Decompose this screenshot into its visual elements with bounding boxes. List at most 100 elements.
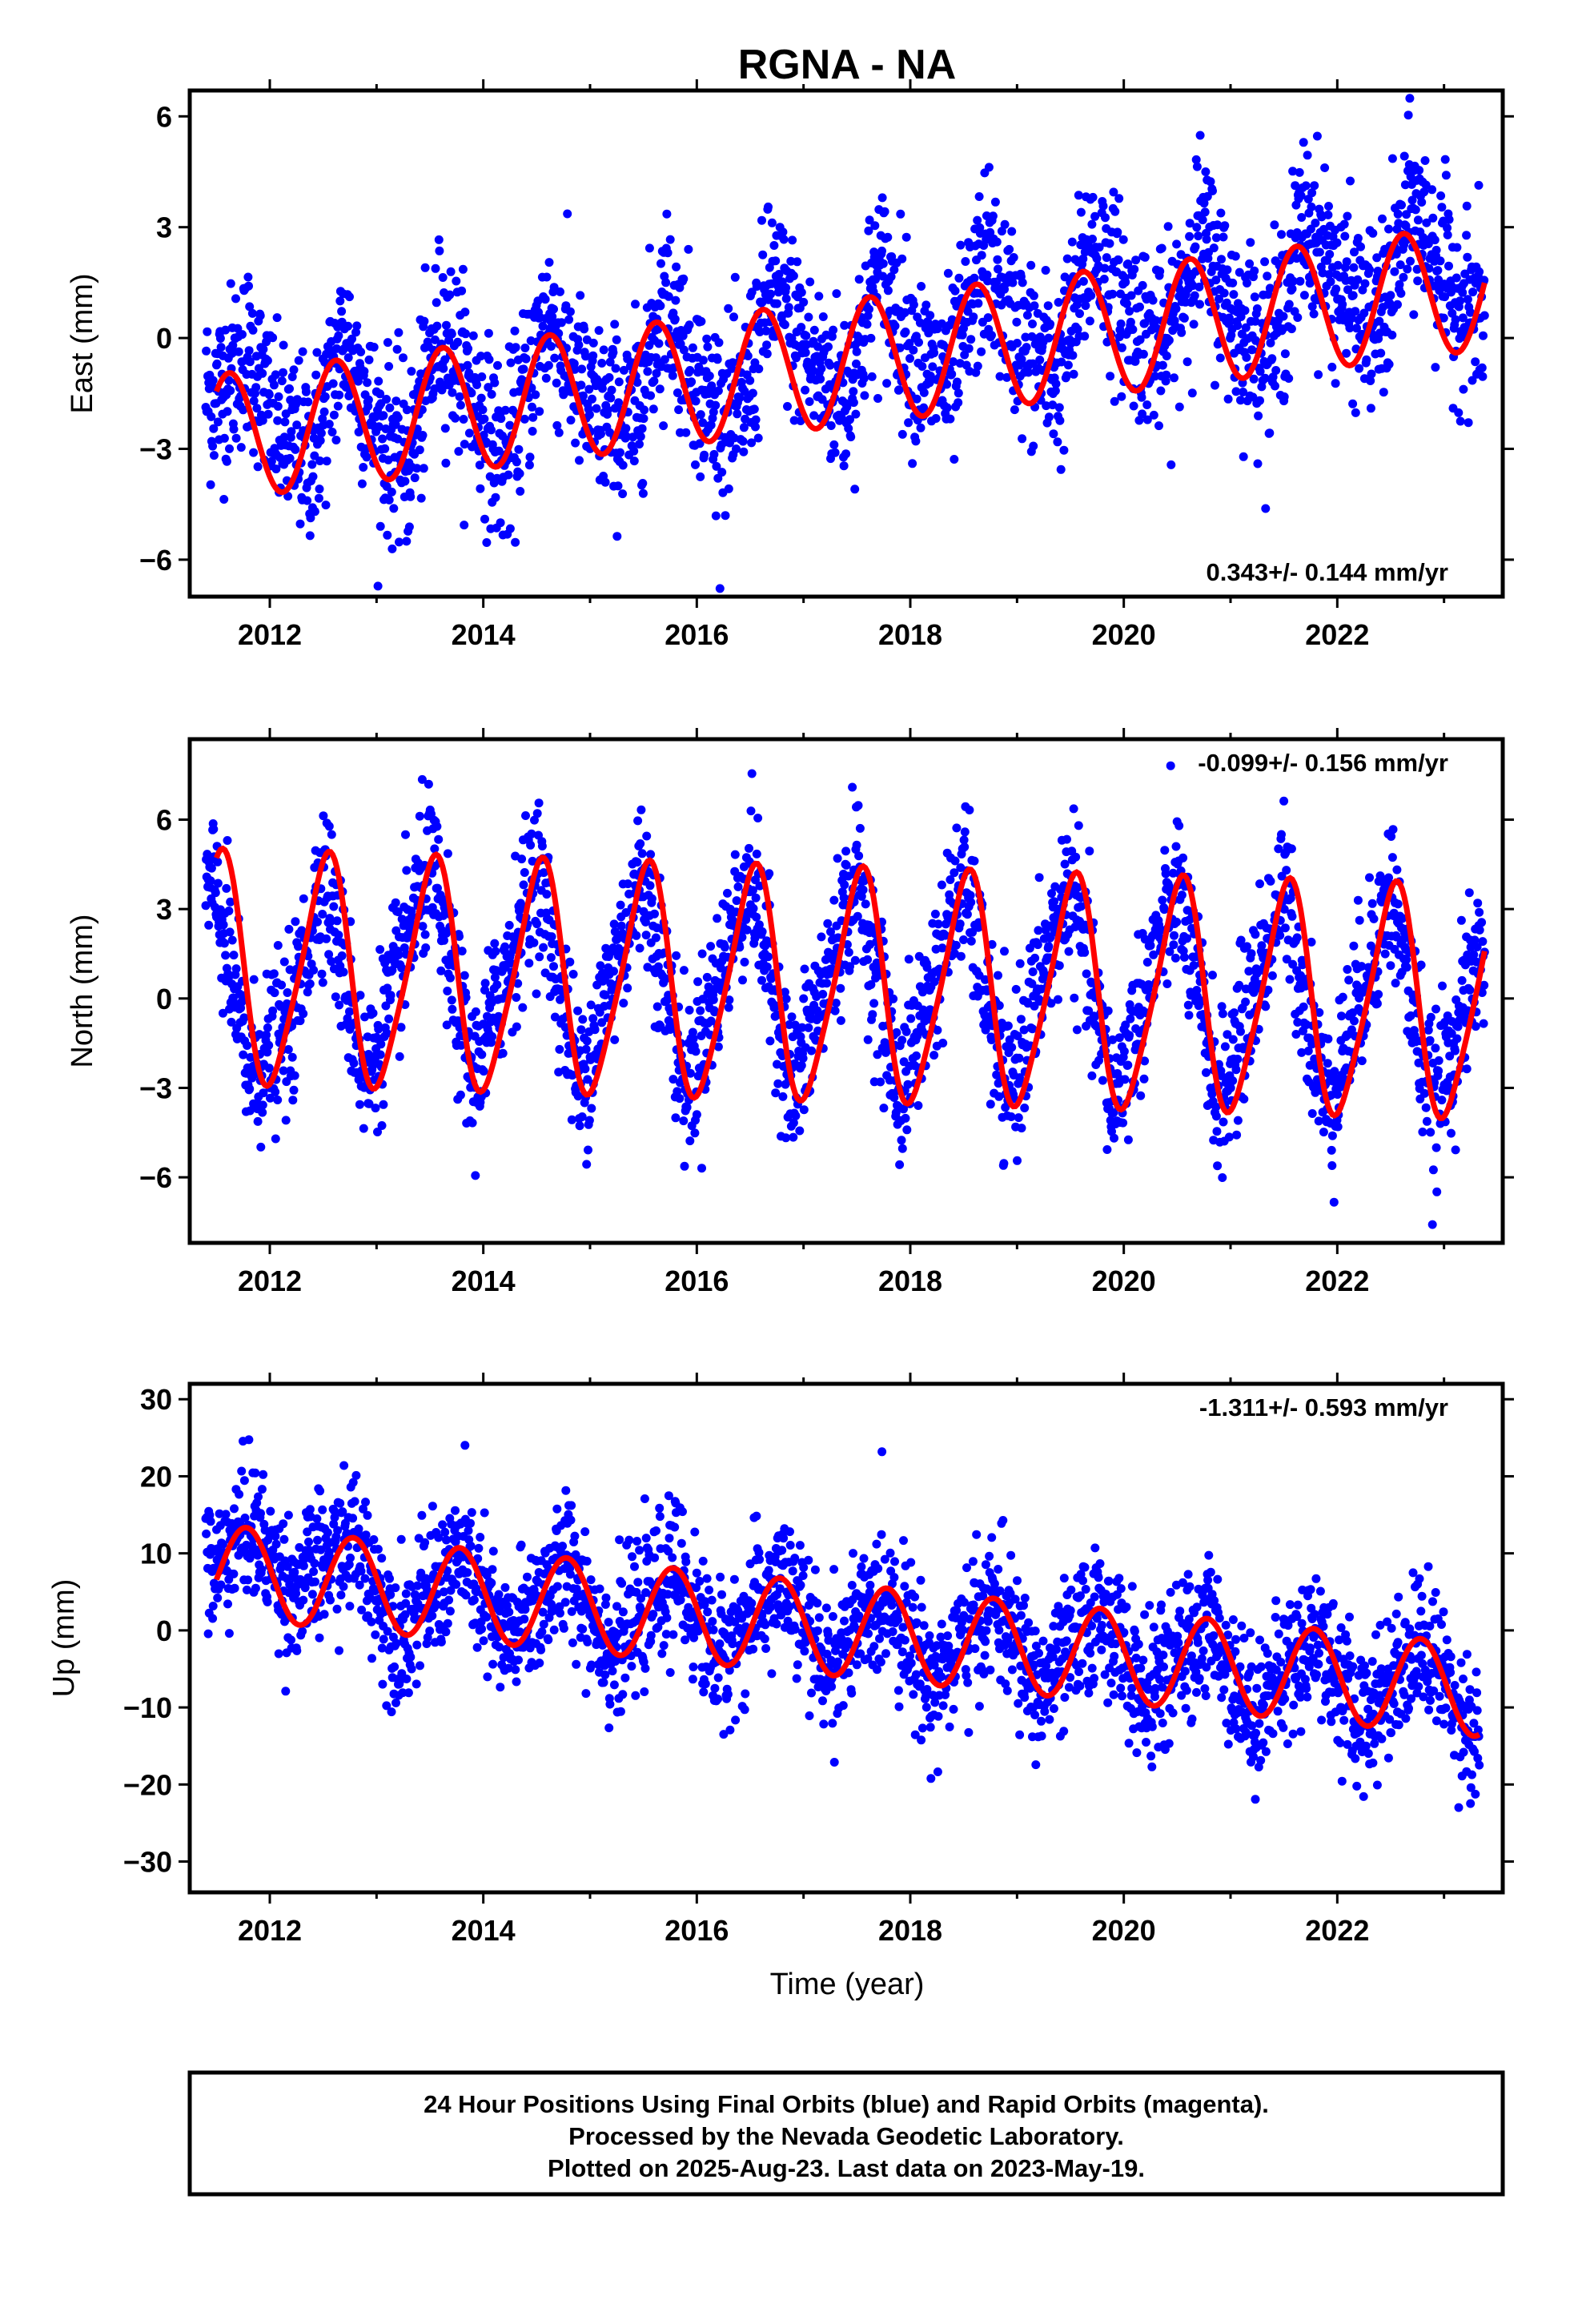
east-data-point	[335, 390, 344, 400]
east-data-point	[618, 489, 628, 499]
east-data-point	[406, 492, 416, 501]
east-data-point	[729, 312, 738, 322]
east-data-point	[496, 518, 505, 528]
east-data-point	[1325, 250, 1335, 259]
east-data-point	[639, 414, 648, 424]
north-data-point	[268, 1006, 278, 1015]
east-data-point	[224, 376, 234, 385]
east-data-point	[245, 302, 255, 312]
east-data-point	[504, 470, 513, 480]
north-data-point	[1014, 1053, 1024, 1063]
east-data-point	[1129, 401, 1138, 411]
east-data-point	[1190, 291, 1199, 300]
east-data-point	[379, 411, 388, 420]
north-data-point	[313, 917, 322, 927]
east-data-point	[621, 424, 631, 433]
east-data-point	[949, 357, 958, 367]
east-data-point	[234, 347, 243, 356]
north-data-point	[424, 779, 433, 789]
east-data-point	[574, 340, 584, 350]
east-data-point	[306, 513, 315, 523]
east-data-point	[1231, 251, 1240, 261]
east-data-point	[696, 410, 705, 420]
east-data-point	[412, 464, 422, 473]
east-data-point	[870, 221, 880, 231]
east-data-point	[1393, 209, 1403, 219]
north-data-point	[652, 1002, 662, 1011]
east-data-point	[1253, 459, 1263, 468]
north-data-point	[420, 930, 430, 939]
east-data-point	[904, 418, 913, 428]
east-y-tick-label: 0	[156, 322, 172, 355]
east-data-point	[632, 378, 642, 387]
east-data-point	[1368, 228, 1378, 238]
north-data-point	[1085, 846, 1094, 856]
east-data-point	[310, 507, 319, 517]
north-data-point	[480, 985, 489, 995]
north-data-point	[1232, 1130, 1242, 1140]
north-data-point	[1338, 992, 1347, 1002]
north-data-point	[913, 1101, 923, 1110]
east-data-point	[1048, 400, 1058, 410]
east-y-axis-label: East (mm)	[66, 273, 99, 413]
north-data-point	[303, 987, 312, 997]
east-data-point	[849, 398, 858, 408]
east-data-point	[395, 537, 404, 547]
north-data-point	[1074, 821, 1083, 830]
north-data-point	[421, 943, 431, 952]
north-data-point	[519, 880, 528, 890]
east-data-point	[485, 472, 495, 481]
east-data-point	[1413, 215, 1423, 225]
east-data-point	[295, 519, 305, 529]
north-data-point	[373, 1128, 382, 1136]
east-data-point	[696, 472, 705, 481]
north-data-point	[633, 816, 643, 826]
north-data-point	[415, 811, 424, 821]
east-data-point	[258, 416, 267, 425]
north-data-point	[938, 1039, 948, 1047]
north-data-point	[1323, 1059, 1332, 1068]
east-data-point	[500, 405, 510, 415]
east-data-point	[636, 432, 645, 441]
east-data-point	[356, 348, 366, 356]
north-data-point	[752, 912, 761, 922]
east-data-point	[231, 433, 241, 443]
east-data-point	[1295, 167, 1304, 177]
east-data-point	[521, 354, 531, 364]
north-data-point	[848, 782, 857, 792]
east-data-point	[618, 460, 628, 470]
east-data-point	[1044, 333, 1054, 343]
east-data-point	[453, 337, 463, 347]
east-data-point	[1464, 418, 1473, 428]
east-data-point	[272, 313, 282, 323]
north-data-point	[753, 814, 763, 822]
east-data-point	[1062, 254, 1072, 263]
east-data-point	[259, 344, 268, 354]
north-data-point	[371, 1104, 380, 1113]
east-data-point	[829, 325, 838, 335]
east-data-point	[219, 495, 229, 504]
east-data-point	[442, 320, 451, 330]
east-data-point	[954, 273, 964, 283]
north-data-point	[283, 988, 292, 997]
east-data-point	[1201, 167, 1211, 176]
east-data-point	[208, 376, 218, 385]
east-data-point	[862, 320, 872, 329]
east-data-point	[661, 278, 671, 287]
north-data-point	[287, 1052, 297, 1062]
east-data-point	[255, 311, 265, 320]
east-data-point	[1239, 452, 1248, 461]
north-data-point	[1184, 1011, 1194, 1020]
east-data-point	[1415, 166, 1424, 175]
north-data-point	[318, 978, 327, 987]
east-data-point	[816, 374, 825, 384]
east-data-point	[231, 294, 240, 304]
east-data-point	[983, 313, 993, 323]
north-data-point	[746, 806, 756, 816]
north-data-point	[1070, 993, 1079, 1003]
east-data-point	[599, 345, 608, 355]
north-data-point	[636, 805, 646, 814]
east-x-tick-label: 2020	[1092, 618, 1156, 651]
north-data-point	[332, 916, 342, 926]
north-data-point	[1171, 842, 1181, 851]
